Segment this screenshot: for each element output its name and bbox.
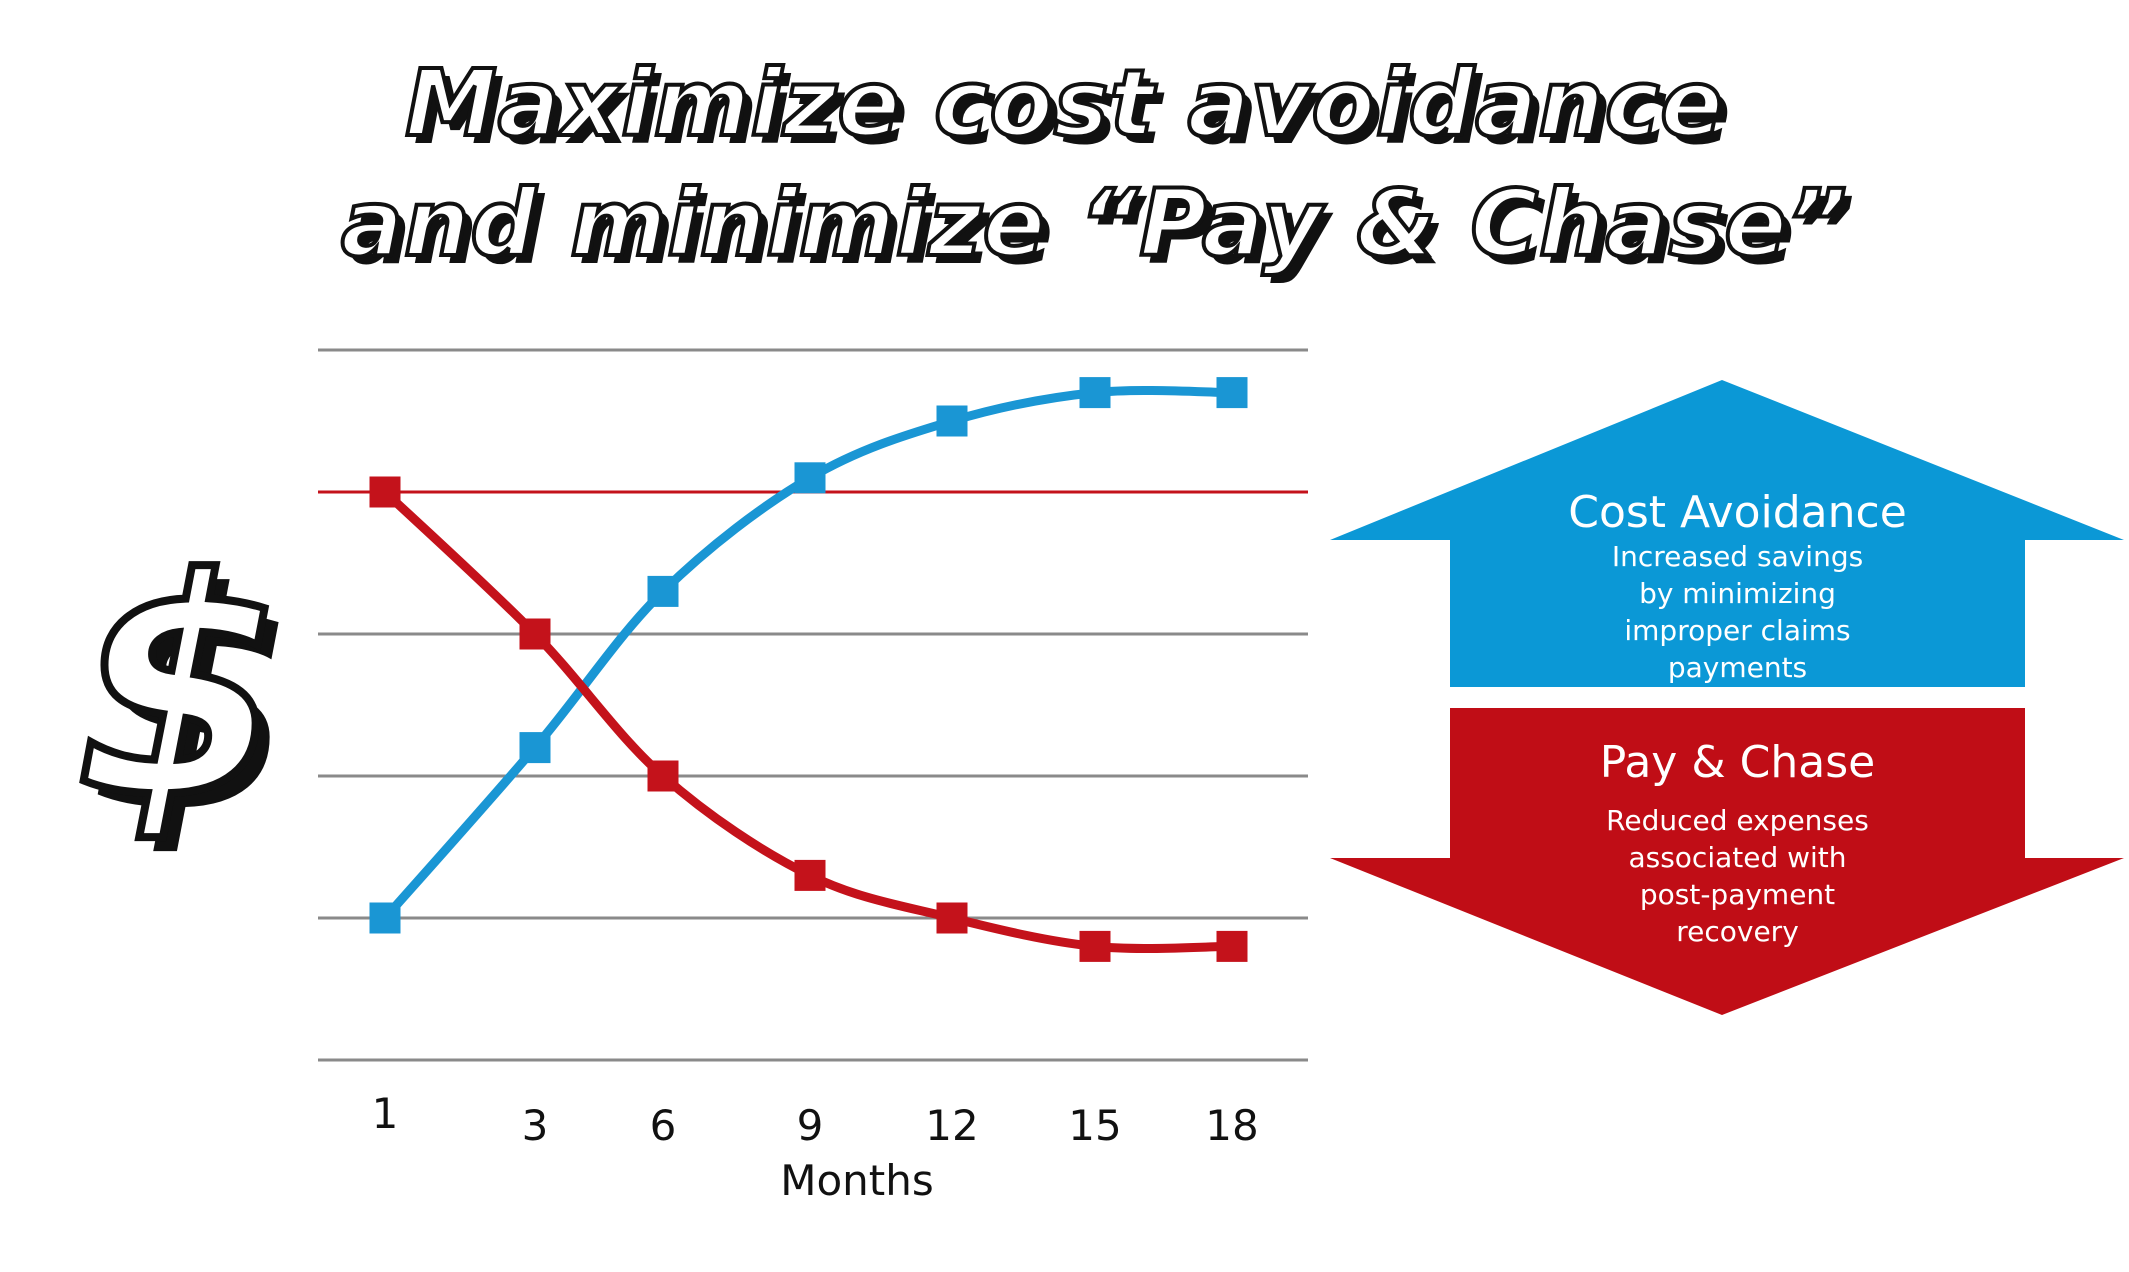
data-point bbox=[936, 405, 968, 437]
x-tick-label: 18 bbox=[1205, 1101, 1258, 1150]
data-point bbox=[794, 859, 826, 891]
pay-and-chase-arrow bbox=[1330, 708, 2124, 1015]
comparison-arrows: Cost Avoidance Increased savings by mini… bbox=[1325, 375, 2129, 1020]
cost-avoidance-line-4: payments bbox=[1667, 651, 1808, 684]
data-point bbox=[1216, 930, 1248, 962]
title-line-1: Maximize cost avoidance bbox=[403, 50, 1725, 157]
arrow-shapes bbox=[1330, 380, 2124, 1015]
data-point bbox=[936, 902, 968, 934]
data-point bbox=[369, 902, 401, 934]
cost-avoidance-line-1: Increased savings bbox=[1611, 540, 1864, 573]
cost-avoidance-line-2: by minimizing bbox=[1639, 577, 1836, 610]
pay-and-chase-line-3: post-payment bbox=[1639, 878, 1836, 911]
x-tick-labels: 1 3 6 9 12 15 18 bbox=[372, 1089, 1259, 1150]
data-point bbox=[1079, 930, 1111, 962]
gridlines bbox=[318, 348, 1308, 1062]
data-point bbox=[647, 760, 679, 792]
cost-avoidance-line-3: improper claims bbox=[1624, 614, 1851, 647]
data-point bbox=[1079, 377, 1111, 409]
pay-and-chase-line-4: recovery bbox=[1676, 915, 1799, 948]
cost-avoidance-title: Cost Avoidance bbox=[1568, 487, 1907, 538]
data-point bbox=[1216, 377, 1248, 409]
series-markers bbox=[369, 377, 1248, 962]
title-line-2: and minimize “Pay & Chase” bbox=[339, 170, 1849, 277]
pay-and-chase-line-2: associated with bbox=[1628, 841, 1847, 874]
x-tick-label: 1 bbox=[372, 1089, 399, 1138]
x-tick-label: 9 bbox=[797, 1101, 824, 1150]
data-point bbox=[647, 575, 679, 607]
pay-and-chase-line-1: Reduced expenses bbox=[1606, 804, 1869, 837]
x-tick-label: 3 bbox=[522, 1101, 549, 1150]
data-point bbox=[794, 462, 826, 494]
data-point bbox=[519, 732, 551, 764]
x-axis-label: Months bbox=[780, 1156, 934, 1205]
data-point bbox=[369, 476, 401, 508]
cost-avoidance-arrow bbox=[1330, 380, 2124, 687]
x-tick-label: 12 bbox=[925, 1101, 978, 1150]
x-tick-label: 6 bbox=[650, 1101, 677, 1150]
pay-and-chase-title: Pay & Chase bbox=[1599, 737, 1876, 788]
dollar-sign-icon: $ bbox=[72, 515, 289, 864]
x-tick-label: 15 bbox=[1068, 1101, 1121, 1150]
data-point bbox=[519, 618, 551, 650]
